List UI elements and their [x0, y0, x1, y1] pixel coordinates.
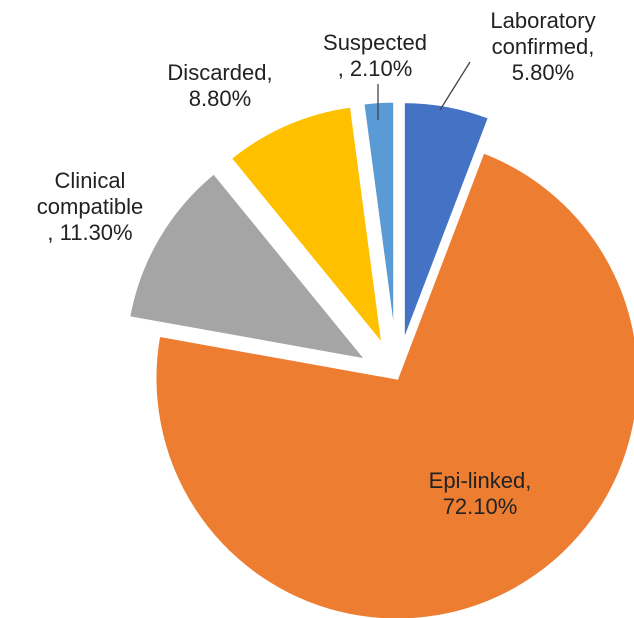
- pie-slice: [126, 170, 371, 363]
- value-label: 72.10%: [442, 494, 518, 519]
- pie-slice: [153, 149, 634, 618]
- category-label: Laboratory confirmed,: [490, 8, 596, 59]
- category-label: Suspected: [323, 30, 427, 55]
- data-label: Clinical compatible, 11.30%: [10, 168, 170, 246]
- category-label: Clinical compatible: [36, 168, 144, 219]
- value-label: , 2.10%: [337, 56, 413, 81]
- data-label: Discarded, 8.80%: [140, 60, 300, 112]
- value-label: , 11.30%: [47, 220, 133, 245]
- data-label: Suspected, 2.10%: [300, 30, 450, 82]
- category-label: Epi-linked,: [428, 468, 532, 493]
- leader-line: [439, 61, 471, 111]
- pie-slice: [401, 100, 492, 345]
- pie-slice: [228, 104, 386, 351]
- value-label: 5.80%: [511, 60, 575, 85]
- slices: [126, 99, 634, 618]
- category-label: Discarded,: [167, 60, 273, 85]
- data-label: Laboratory confirmed, 5.80%: [468, 8, 618, 86]
- value-label: 8.80%: [188, 86, 252, 111]
- data-label: Epi-linked, 72.10%: [395, 468, 565, 520]
- pie-slice: [361, 99, 397, 344]
